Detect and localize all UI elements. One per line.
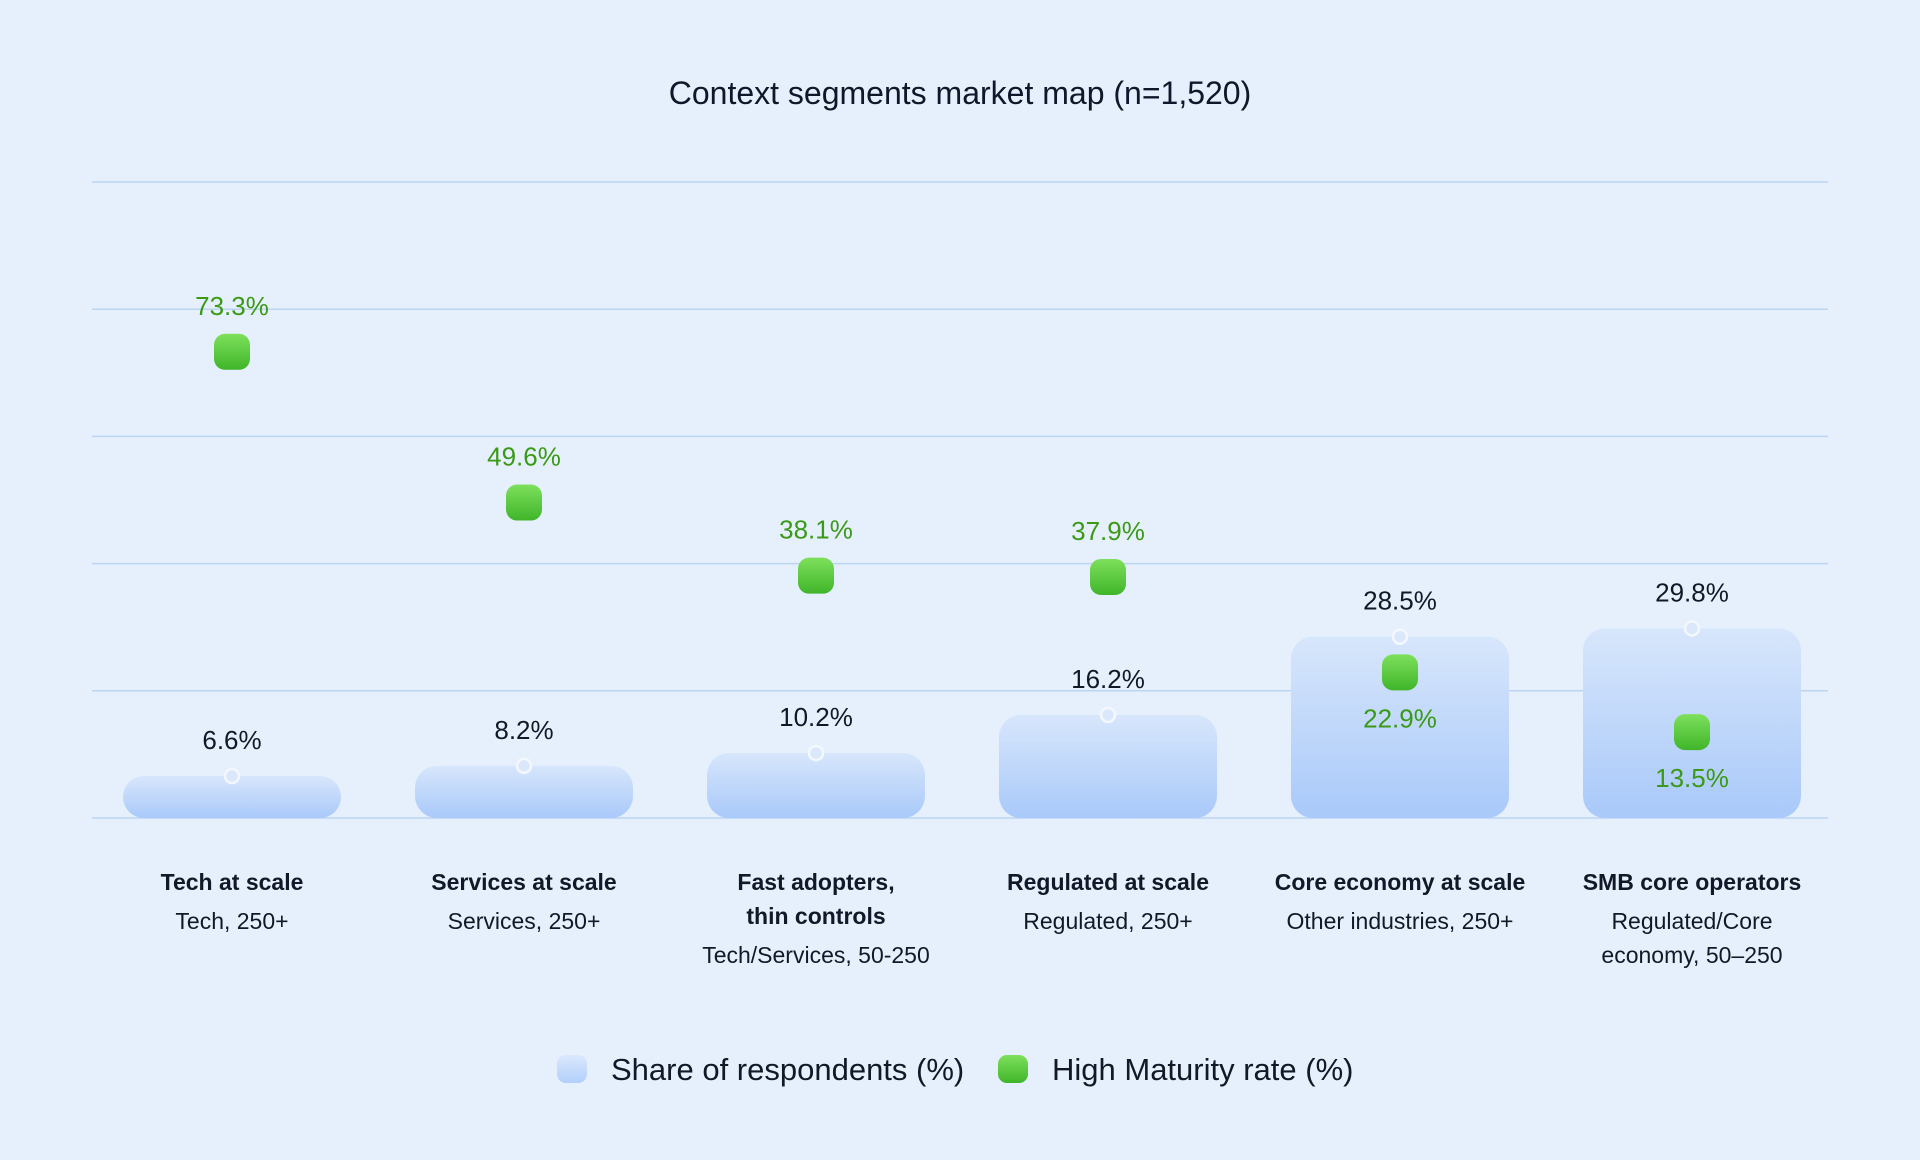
share-point [223,767,241,785]
maturity-marker [1674,714,1710,751]
maturity-marker [798,557,834,594]
legend-swatch-share [557,1055,587,1083]
maturity-markers [214,333,1710,751]
category-name: thin controls [746,903,885,929]
maturity-label: 49.6% [487,442,561,472]
category-labels: Tech at scale Tech, 250+ Services at scale… [161,869,1802,968]
chart-title: Context segments market map (n=1,520) [669,75,1252,111]
maturity-label: 38.1% [779,515,853,545]
share-label: 6.6% [202,725,261,755]
category-subtitle: Services, 250+ [448,908,601,934]
share-label: 8.2% [494,715,553,745]
maturity-marker [1382,654,1418,691]
share-label: 29.8% [1655,577,1729,607]
maturity-label: 13.5% [1655,763,1729,793]
category-name: Core economy at scale [1275,869,1526,895]
legend-item-maturity: High Maturity rate (%) [998,1052,1353,1087]
share-label: 10.2% [779,702,853,732]
share-point [1099,706,1117,724]
data-labels: 6.6% 73.3% 8.2% 49.6% 10.2% 38.1% 16.2% 37.9% 28… [195,291,1729,793]
share-label: 16.2% [1071,664,1145,694]
category-name: SMB core operators [1583,869,1802,895]
maturity-label: 37.9% [1071,516,1145,546]
category-name: Fast adopters, [737,869,894,895]
legend-label-share: Share of respondents (%) [611,1052,964,1087]
share-point [1683,620,1701,637]
share-point [1391,628,1409,645]
maturity-marker [214,333,250,370]
category-subtitle: Regulated/Core [1611,908,1772,934]
category-name: Regulated at scale [1007,869,1209,895]
share-bar [999,714,1217,818]
category-subtitle: Tech, 250+ [175,908,288,934]
category-name: Tech at scale [161,869,304,895]
category-name: Services at scale [431,869,616,895]
category-subtitle: Other industries, 250+ [1287,908,1514,934]
share-label: 28.5% [1363,586,1437,616]
legend-item-share: Share of respondents (%) [557,1052,964,1087]
share-bar [707,753,925,818]
maturity-label: 73.3% [195,291,269,321]
grid-lines [92,181,1828,819]
category-subtitle: Tech/Services, 50-250 [702,942,930,968]
legend-label-maturity: High Maturity rate (%) [1052,1052,1353,1087]
share-bar [1291,636,1509,818]
maturity-marker [506,484,542,521]
legend-swatch-maturity [998,1055,1028,1083]
category-subtitle: economy, 50–250 [1601,942,1782,968]
category-subtitle: Regulated, 250+ [1023,908,1192,934]
maturity-label: 22.9% [1363,703,1437,733]
share-point [515,757,533,775]
maturity-marker [1090,558,1126,595]
share-bar [415,765,633,818]
legend: Share of respondents (%) High Maturity r… [557,1052,1353,1087]
share-point [807,744,825,762]
share-bar [123,776,341,818]
share-bars [123,620,1801,818]
